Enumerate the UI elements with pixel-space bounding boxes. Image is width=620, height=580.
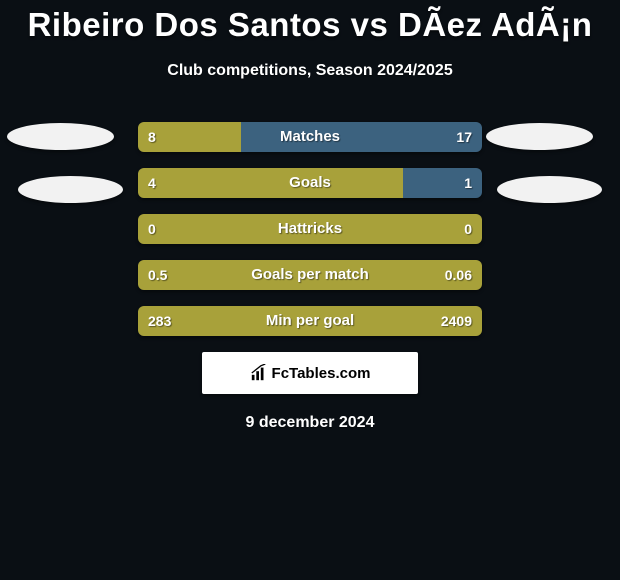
stat-row: Goals4 1 [138, 168, 482, 198]
stat-value-left: 283 [148, 306, 171, 336]
stat-row: Matches8 17 [138, 122, 482, 152]
decorative-ellipse [497, 176, 602, 203]
stat-label: Min per goal [138, 306, 482, 336]
stat-row: Goals per match0.5 0.06 [138, 260, 482, 290]
stat-value-left: 0 [148, 214, 156, 244]
stat-value-right: 0.06 [445, 260, 472, 290]
decorative-ellipse [18, 176, 123, 203]
stat-label: Hattricks [138, 214, 482, 244]
stat-label: Matches [138, 122, 482, 152]
bar-chart-icon [250, 364, 268, 382]
stats-bars: Matches8 17 Goals4 1 Hattricks0 0 Goals per ma… [138, 122, 482, 336]
page-title: Ribeiro Dos Santos vs DÃ­ez AdÃ¡n [0, 0, 620, 44]
decorative-ellipse [7, 123, 114, 150]
decorative-ellipse [486, 123, 593, 150]
stat-value-left: 4 [148, 168, 156, 198]
subtitle: Club competitions, Season 2024/2025 [0, 62, 620, 80]
stat-value-right: 0 [464, 214, 472, 244]
stat-value-right: 17 [456, 122, 472, 152]
stat-value-left: 0.5 [148, 260, 167, 290]
stat-value-right: 1 [464, 168, 472, 198]
stat-row: Hattricks0 0 [138, 214, 482, 244]
stat-label: Goals [138, 168, 482, 198]
stat-value-left: 8 [148, 122, 156, 152]
stat-value-right: 2409 [441, 306, 472, 336]
snapshot-date: 9 december 2024 [0, 414, 620, 432]
fctables-badge[interactable]: FcTables.com [202, 352, 418, 394]
stat-label: Goals per match [138, 260, 482, 290]
stat-row: Min per goal283 2409 [138, 306, 482, 336]
badge-text: FcTables.com [272, 365, 371, 382]
